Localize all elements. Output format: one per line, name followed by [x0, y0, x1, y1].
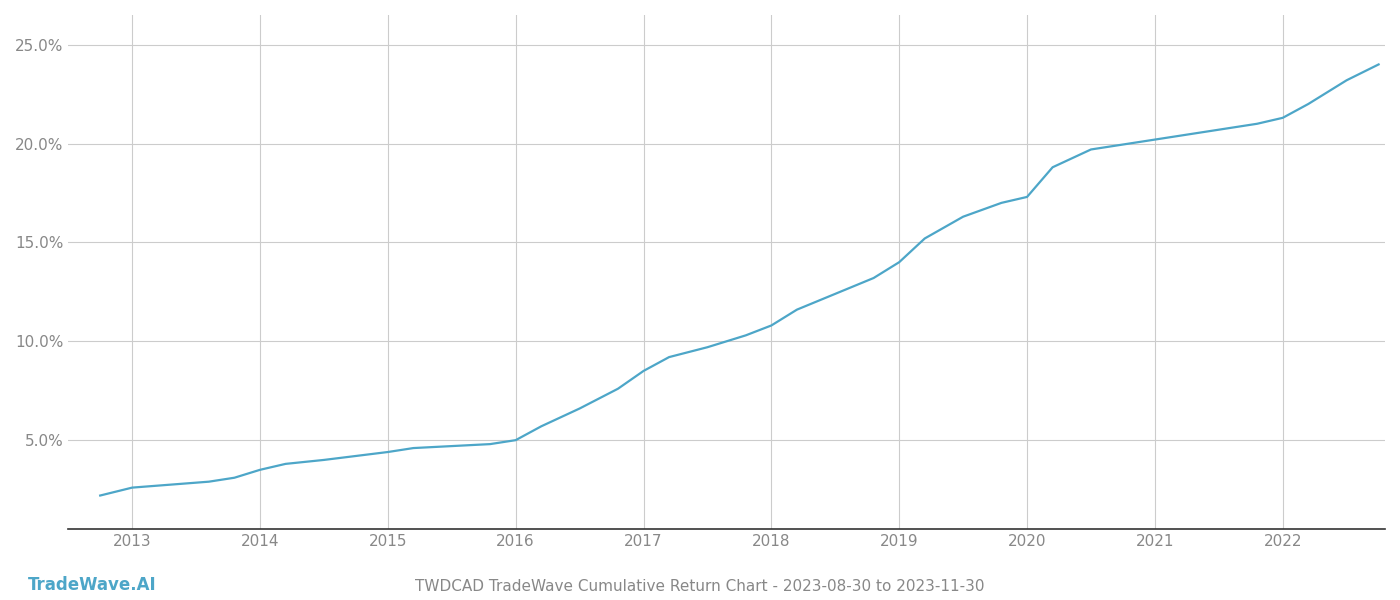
Text: TWDCAD TradeWave Cumulative Return Chart - 2023-08-30 to 2023-11-30: TWDCAD TradeWave Cumulative Return Chart… — [416, 579, 984, 594]
Text: TradeWave.AI: TradeWave.AI — [28, 576, 157, 594]
